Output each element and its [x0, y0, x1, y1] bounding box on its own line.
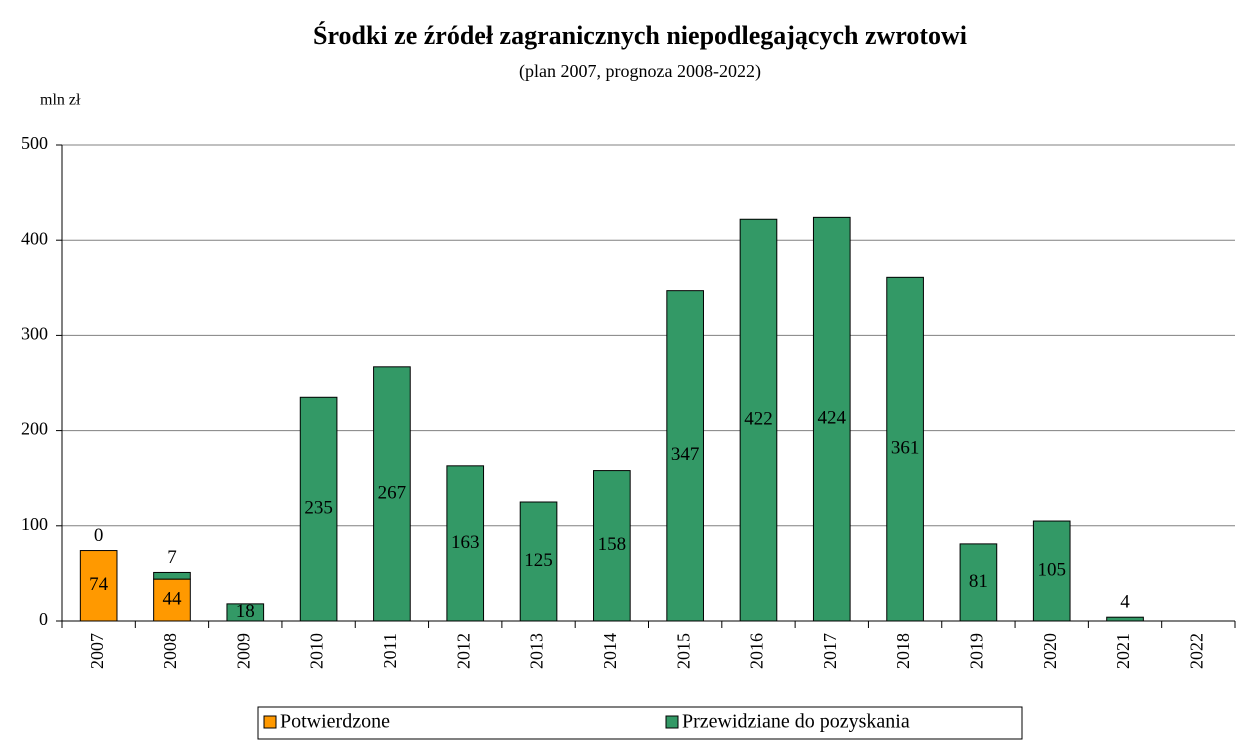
- bar-segment: [299, 396, 338, 622]
- bar-segment: [373, 366, 411, 622]
- x-tick-label: 2009: [233, 633, 253, 669]
- y-tick-label: 100: [21, 514, 48, 534]
- x-tick-label: 2016: [747, 633, 767, 669]
- x-tick-label: 2021: [1113, 633, 1133, 669]
- bar-segment: [886, 276, 924, 622]
- x-tick-label: 2008: [160, 633, 180, 669]
- x-tick-label: 2010: [307, 633, 327, 669]
- x-tick-label: 2013: [527, 633, 547, 669]
- data-label: 235: [304, 497, 333, 518]
- data-label: 422: [744, 408, 773, 429]
- data-label: 7: [167, 547, 177, 568]
- legend-label: Przewidziane do pozyskania: [682, 711, 910, 733]
- data-label: 125: [524, 550, 553, 571]
- bar-segment: [226, 603, 265, 622]
- y-tick-label: 500: [21, 133, 48, 153]
- y-axis-label: mln zł: [40, 92, 81, 109]
- legend-box: [257, 706, 1023, 740]
- data-label: 158: [598, 534, 627, 555]
- data-label: 0: [94, 525, 104, 546]
- data-label: 267: [378, 482, 407, 503]
- data-label: 105: [1037, 559, 1066, 580]
- data-label: 4: [1120, 592, 1130, 613]
- y-tick-label: 300: [21, 324, 48, 344]
- legend-swatch: [665, 715, 679, 729]
- x-tick-label: 2022: [1186, 633, 1206, 669]
- bar-segment: [153, 578, 191, 622]
- data-label: 361: [891, 438, 920, 459]
- y-tick-label: 400: [21, 228, 48, 248]
- bar-segment: [1106, 616, 1144, 622]
- data-label: 163: [451, 532, 480, 553]
- chart-subtitle: (plan 2007, prognoza 2008-2022): [519, 61, 761, 82]
- data-label: 44: [162, 588, 182, 609]
- bar-segment: [593, 470, 631, 622]
- legend-label: Potwierdzone: [280, 711, 390, 733]
- data-label: 74: [89, 574, 109, 595]
- bar-segment: [79, 550, 118, 622]
- x-tick-label: 2012: [453, 633, 473, 669]
- x-tick-label: 2020: [1040, 633, 1060, 669]
- bar-segment: [153, 571, 191, 580]
- x-tick-label: 2015: [673, 633, 693, 669]
- y-tick-label: 0: [39, 609, 48, 629]
- bar-segment: [739, 218, 778, 622]
- chart-title: Środki ze źródeł zagranicznych niepodleg…: [313, 21, 967, 50]
- bar-segment: [666, 290, 704, 622]
- data-label: 81: [969, 571, 988, 592]
- bar-segment: [519, 501, 558, 622]
- bar-segment: [1032, 520, 1071, 622]
- bar-segment: [959, 543, 998, 622]
- bar-segment: [812, 216, 851, 622]
- x-tick-label: 2018: [893, 633, 913, 669]
- data-label: 18: [236, 601, 255, 622]
- data-label: 347: [671, 444, 700, 465]
- x-tick-label: 2011: [380, 633, 400, 668]
- data-label: 424: [818, 408, 847, 429]
- legend-swatch: [263, 715, 277, 729]
- x-tick-label: 2019: [967, 633, 987, 669]
- bar-segment: [446, 465, 485, 622]
- y-tick-label: 200: [21, 419, 48, 439]
- x-tick-label: 2017: [820, 633, 840, 669]
- x-tick-label: 2014: [600, 633, 620, 669]
- x-tick-label: 2007: [87, 633, 107, 669]
